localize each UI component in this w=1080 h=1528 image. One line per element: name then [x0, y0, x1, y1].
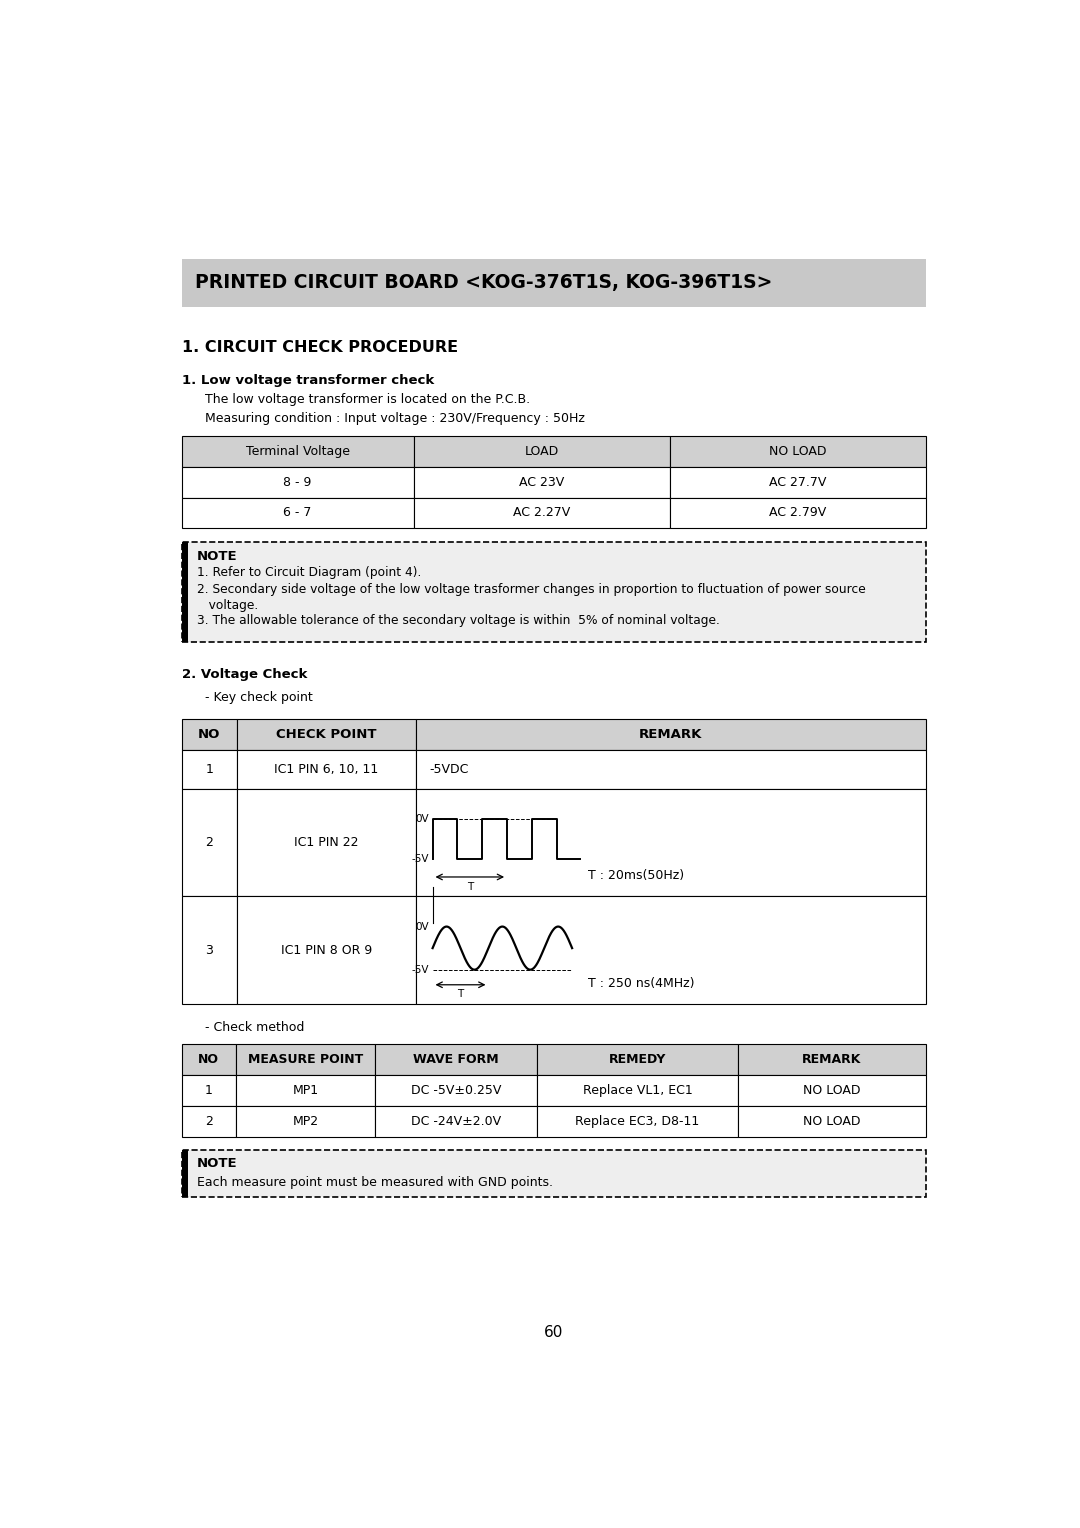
Text: NO: NO: [198, 1053, 219, 1067]
Text: MEASURE POINT: MEASURE POINT: [247, 1053, 363, 1067]
Text: The low voltage transformer is located on the P.C.B.: The low voltage transformer is located o…: [205, 393, 530, 406]
Text: 1. Refer to Circuit Diagram (point 4).: 1. Refer to Circuit Diagram (point 4).: [197, 567, 421, 579]
Text: 6 - 7: 6 - 7: [283, 506, 312, 520]
Text: LOAD: LOAD: [525, 445, 558, 458]
Text: NOTE: NOTE: [197, 550, 238, 562]
Bar: [181, 788, 238, 897]
Text: WAVE FORM: WAVE FORM: [414, 1053, 499, 1067]
Text: AC 2.79V: AC 2.79V: [769, 506, 826, 520]
Text: 0V: 0V: [415, 921, 429, 932]
Text: NO: NO: [199, 729, 220, 741]
Text: 1: 1: [205, 1083, 213, 1097]
Bar: [235, 1044, 375, 1076]
Text: T: T: [467, 882, 473, 892]
Text: PRINTED CIRCUIT BOARD <KOG-376T1S, KOG-396T1S>: PRINTED CIRCUIT BOARD <KOG-376T1S, KOG-3…: [195, 274, 773, 292]
Bar: [181, 498, 414, 529]
Text: 1: 1: [205, 762, 214, 776]
Bar: [414, 466, 670, 498]
Text: -5VDC: -5VDC: [430, 762, 469, 776]
Bar: [181, 1151, 926, 1196]
Bar: [238, 897, 416, 1004]
Bar: [738, 1076, 926, 1106]
Text: DC -24V±2.0V: DC -24V±2.0V: [411, 1115, 501, 1128]
Bar: [181, 435, 414, 466]
Text: T : 250 ns(4MHz): T : 250 ns(4MHz): [588, 976, 694, 990]
Text: Each measure point must be measured with GND points.: Each measure point must be measured with…: [197, 1177, 553, 1189]
Bar: [181, 1044, 235, 1076]
Text: 3. The allowable tolerance of the secondary voltage is within  5% of nominal vol: 3. The allowable tolerance of the second…: [197, 614, 720, 626]
Bar: [181, 720, 238, 750]
Text: NOTE: NOTE: [197, 1157, 238, 1170]
Bar: [181, 750, 238, 788]
Text: -5V: -5V: [411, 854, 429, 863]
Text: -5V: -5V: [411, 964, 429, 975]
Bar: [416, 897, 926, 1004]
Bar: [181, 542, 926, 642]
Bar: [416, 750, 926, 788]
Bar: [537, 1076, 738, 1106]
Text: 2: 2: [205, 836, 214, 850]
Text: T: T: [457, 990, 463, 999]
Text: 8 - 9: 8 - 9: [283, 475, 312, 489]
Text: NO LOAD: NO LOAD: [804, 1083, 861, 1097]
Bar: [738, 1044, 926, 1076]
Bar: [235, 1106, 375, 1137]
Bar: [414, 435, 670, 466]
Text: IC1 PIN 8 OR 9: IC1 PIN 8 OR 9: [281, 944, 372, 957]
Bar: [181, 542, 188, 642]
Bar: [537, 1044, 738, 1076]
Text: MP2: MP2: [293, 1115, 319, 1128]
Text: 1. Low voltage transformer check: 1. Low voltage transformer check: [181, 374, 434, 387]
Bar: [414, 498, 670, 529]
Text: REMEDY: REMEDY: [609, 1053, 666, 1067]
Bar: [738, 1106, 926, 1137]
Text: NO LOAD: NO LOAD: [769, 445, 826, 458]
Bar: [181, 1076, 235, 1106]
Text: IC1 PIN 22: IC1 PIN 22: [294, 836, 359, 850]
Text: Replace EC3, D8-11: Replace EC3, D8-11: [576, 1115, 700, 1128]
Bar: [670, 466, 926, 498]
Text: 2. Secondary side voltage of the low voltage trasformer changes in proportion to: 2. Secondary side voltage of the low vol…: [197, 584, 866, 596]
Bar: [181, 1106, 235, 1137]
Bar: [238, 750, 416, 788]
Bar: [416, 788, 926, 897]
Bar: [416, 720, 926, 750]
Bar: [238, 788, 416, 897]
Text: 2. Voltage Check: 2. Voltage Check: [181, 668, 307, 681]
Text: AC 2.27V: AC 2.27V: [513, 506, 570, 520]
Text: Replace VL1, EC1: Replace VL1, EC1: [583, 1083, 692, 1097]
Text: IC1 PIN 6, 10, 11: IC1 PIN 6, 10, 11: [274, 762, 379, 776]
Text: 1. CIRCUIT CHECK PROCEDURE: 1. CIRCUIT CHECK PROCEDURE: [181, 339, 458, 354]
Text: REMARK: REMARK: [639, 729, 702, 741]
Text: CHECK POINT: CHECK POINT: [276, 729, 377, 741]
Bar: [235, 1076, 375, 1106]
Text: voltage.: voltage.: [197, 599, 258, 611]
Text: AC 27.7V: AC 27.7V: [769, 475, 826, 489]
Bar: [375, 1076, 537, 1106]
Bar: [181, 258, 926, 307]
Bar: [375, 1106, 537, 1137]
Text: - Key check point: - Key check point: [205, 691, 312, 704]
Text: AC 23V: AC 23V: [519, 475, 564, 489]
Bar: [181, 897, 238, 1004]
Text: Measuring condition : Input voltage : 230V/Frequency : 50Hz: Measuring condition : Input voltage : 23…: [205, 413, 584, 425]
Text: 0V: 0V: [415, 814, 429, 824]
Bar: [181, 1151, 188, 1196]
Bar: [375, 1044, 537, 1076]
Text: DC -5V±0.25V: DC -5V±0.25V: [410, 1083, 501, 1097]
Text: 3: 3: [205, 944, 214, 957]
Bar: [181, 466, 414, 498]
Text: Terminal Voltage: Terminal Voltage: [245, 445, 350, 458]
Bar: [238, 720, 416, 750]
Text: - Check method: - Check method: [205, 1021, 305, 1034]
Text: NO LOAD: NO LOAD: [804, 1115, 861, 1128]
Bar: [670, 498, 926, 529]
Bar: [670, 435, 926, 466]
Bar: [537, 1106, 738, 1137]
Text: T : 20ms(50Hz): T : 20ms(50Hz): [588, 869, 684, 882]
Text: REMARK: REMARK: [802, 1053, 862, 1067]
Text: 2: 2: [205, 1115, 213, 1128]
Text: 60: 60: [544, 1325, 563, 1340]
Text: MP1: MP1: [293, 1083, 319, 1097]
